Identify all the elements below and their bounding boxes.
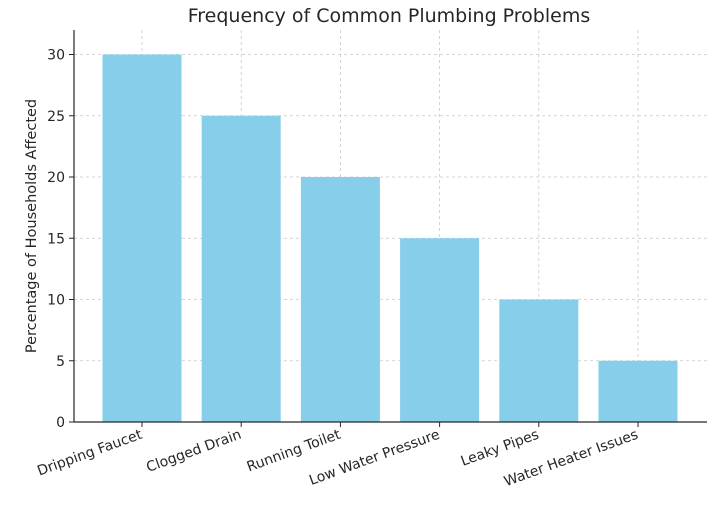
bar (102, 54, 182, 422)
bars (102, 54, 678, 422)
y-tick-label: 0 (56, 415, 65, 431)
bar (499, 299, 579, 422)
bar (400, 238, 480, 422)
x-tick-label: Clogged Drain (144, 427, 243, 476)
y-tick-label: 25 (47, 109, 65, 125)
bar (598, 360, 678, 422)
chart-title: Frequency of Common Plumbing Problems (188, 5, 591, 27)
x-tick-label: Dripping Faucet (35, 427, 145, 480)
y-tick-label: 5 (56, 354, 65, 370)
y-axis-ticks: 0 5 10 15 20 25 30 (47, 48, 74, 431)
bar (201, 115, 281, 422)
y-tick-label: 30 (47, 48, 65, 64)
y-tick-label: 15 (47, 231, 65, 247)
y-axis-label: Percentage of Households Affected (24, 99, 40, 353)
axes (73, 30, 707, 423)
bar (300, 177, 380, 422)
x-axis-ticks: Dripping Faucet Clogged Drain Running Toil… (35, 422, 640, 490)
y-tick-label: 20 (47, 170, 65, 186)
x-tick-label: Leaky Pipes (459, 427, 541, 470)
y-tick-label: 10 (47, 293, 65, 309)
